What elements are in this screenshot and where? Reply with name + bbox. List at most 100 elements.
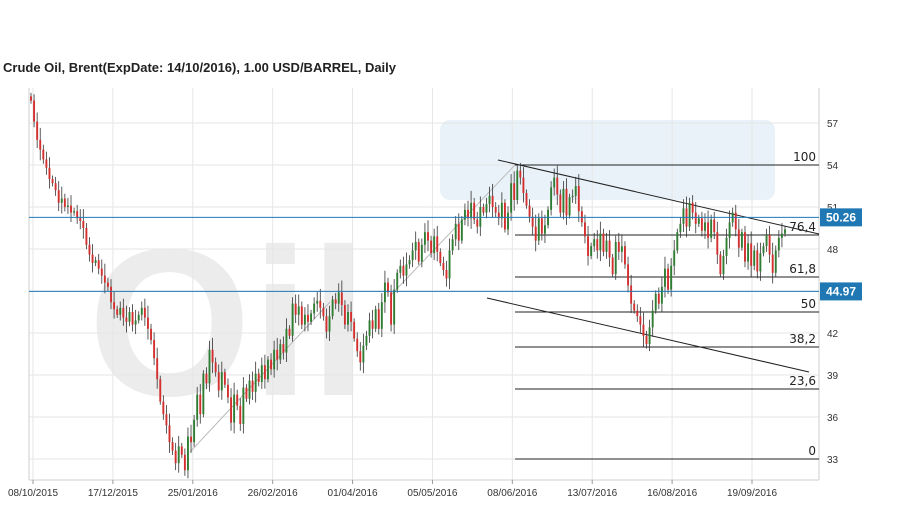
price-level-label: 44.97: [826, 284, 856, 298]
candle-body: [106, 282, 109, 287]
candle-body: [347, 312, 349, 325]
candle-body: [66, 205, 69, 207]
candle-body: [423, 232, 426, 245]
candle-body: [282, 344, 285, 353]
candle-body: [577, 186, 580, 212]
candle-body: [380, 302, 383, 329]
candle-body: [402, 265, 405, 276]
candle-body: [571, 195, 574, 198]
candle-body: [125, 317, 128, 322]
candle-body: [531, 216, 534, 227]
candle-body: [51, 179, 54, 184]
x-tick-label: 26/02/2016: [248, 488, 298, 499]
candle-body: [405, 264, 408, 276]
candle-body: [377, 309, 380, 329]
candle-body: [584, 222, 586, 237]
candle-body: [79, 218, 82, 221]
x-tick-label: 16/08/2016: [647, 488, 697, 499]
y-tick-label: 36: [827, 413, 839, 424]
candle-body: [550, 187, 553, 210]
candle-body: [307, 314, 309, 322]
candle-body: [713, 219, 716, 233]
candle-body: [519, 170, 522, 178]
fibonacci-levels: 100 76,4 61,8 50 38,2 23,6 0: [515, 150, 819, 460]
candle-body: [439, 251, 442, 263]
candle-body: [134, 320, 137, 325]
y-tick-label: 39: [827, 371, 839, 382]
candle-body: [288, 328, 291, 336]
candle-body: [774, 250, 777, 273]
candle-body: [765, 235, 768, 247]
candle-body: [187, 436, 189, 471]
candle-body: [710, 219, 713, 238]
candle-body: [76, 211, 79, 219]
price-level-tag: [820, 282, 862, 301]
x-tick-label: 13/07/2016: [567, 488, 617, 499]
candle-body: [556, 177, 559, 195]
fib-level-label: 0: [808, 444, 816, 458]
candle-body: [620, 246, 623, 252]
candle-body: [350, 312, 353, 322]
candle-body: [359, 351, 362, 363]
candle-body: [759, 253, 762, 272]
candle-body: [97, 260, 100, 269]
candle-body: [227, 384, 229, 398]
candle-body: [747, 243, 750, 262]
candle-body: [679, 223, 682, 233]
candle-body: [648, 327, 651, 345]
candle-body: [608, 240, 611, 258]
candle-body: [103, 275, 106, 283]
candle-body: [753, 250, 756, 266]
y-tick-label: 33: [827, 455, 839, 466]
candle-body: [611, 257, 614, 275]
candle-body: [73, 211, 76, 213]
candle-body: [328, 316, 331, 332]
candle-body: [688, 202, 691, 227]
candle-body: [39, 139, 42, 150]
candle-body: [682, 208, 685, 224]
candle-body: [396, 272, 399, 290]
x-tick-label: 08/10/2015: [8, 488, 58, 499]
candle-body: [574, 186, 577, 196]
candle-body: [220, 372, 223, 391]
candle-body: [414, 242, 417, 251]
candle-body: [670, 265, 673, 290]
candle-body: [510, 183, 513, 213]
candle-body: [744, 232, 746, 262]
candle-body: [762, 246, 765, 254]
candle-body: [491, 195, 494, 207]
candle-body: [156, 358, 159, 380]
candle-body: [137, 314, 140, 321]
candle-body: [467, 209, 469, 219]
candle-body: [479, 207, 482, 227]
fib-level-label: 61,8: [789, 262, 816, 276]
candle-body: [337, 292, 340, 304]
candle-body: [451, 239, 454, 251]
candle-body: [503, 202, 506, 230]
candle-body: [143, 307, 146, 318]
candle-body: [393, 289, 396, 325]
candle-body: [725, 237, 728, 256]
candle-body: [177, 446, 180, 464]
candle-body: [82, 221, 85, 228]
candle-body: [651, 310, 654, 328]
candle-body: [36, 121, 39, 140]
candle-body: [596, 239, 599, 251]
channel-upper-line: [497, 159, 820, 235]
candle-body: [691, 202, 694, 213]
candle-body: [445, 270, 448, 279]
candle-body: [768, 235, 771, 255]
candle-body: [208, 349, 211, 384]
candle-body: [411, 250, 414, 261]
candle-body: [528, 205, 531, 217]
candle-body: [279, 344, 282, 360]
candle-body: [165, 414, 168, 426]
candle-body: [276, 349, 279, 360]
candle-body: [291, 303, 294, 336]
candle-body: [57, 190, 60, 203]
candle-body: [322, 307, 325, 317]
candle-body: [100, 268, 103, 276]
candle-body: [230, 397, 232, 423]
candle-body: [303, 314, 306, 325]
